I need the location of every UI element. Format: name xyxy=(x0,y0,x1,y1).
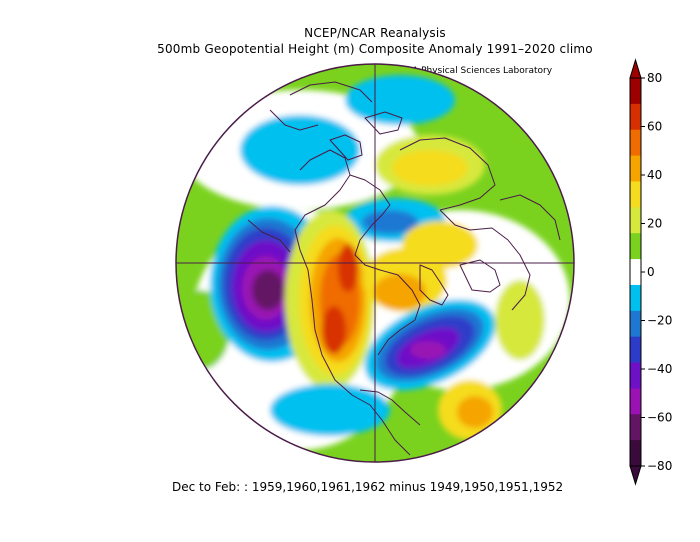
credit-label: NOAA Physical Sciences Laboratory xyxy=(392,66,553,76)
colorbar-segment xyxy=(630,388,641,415)
colorbar-label: −60 xyxy=(647,411,672,425)
colorbar-segment xyxy=(630,310,641,338)
coastlines xyxy=(247,81,561,456)
colorbar-segment xyxy=(630,414,641,441)
colorbar-segment xyxy=(630,155,641,182)
colorbar-lower-arrow xyxy=(629,465,642,486)
colorbar-segment xyxy=(630,129,641,157)
colorbar-segment xyxy=(630,284,641,312)
colorbar-label: 0 xyxy=(647,265,655,279)
anomaly-fields xyxy=(176,64,574,462)
colorbar-label: 40 xyxy=(647,168,662,182)
colorbar-upper-arrow xyxy=(629,58,642,79)
colorbar-segment xyxy=(630,207,641,234)
colorbar-segment xyxy=(630,78,641,105)
colorbar-label: −40 xyxy=(647,362,672,376)
colorbar-segment xyxy=(630,336,641,364)
colorbar-label: −80 xyxy=(647,459,672,473)
chart-title: NCEP/NCAR Reanalysis xyxy=(304,26,446,40)
colorbar-label: 80 xyxy=(647,71,662,85)
colorbar-label: 20 xyxy=(647,217,662,231)
colorbar-segment xyxy=(630,181,641,208)
composite-caption: Dec to Feb: : 1959,1960,1961,1962 minus … xyxy=(172,480,564,494)
colorbar-segment xyxy=(630,233,641,260)
colorbar-segment xyxy=(630,259,641,286)
colorbar-segment xyxy=(630,440,641,467)
colorbar-segment xyxy=(630,103,641,131)
colorbar-label: −20 xyxy=(647,314,672,328)
colorbar-segment xyxy=(630,362,641,389)
chart-subtitle: 500mb Geopotential Height (m) Composite … xyxy=(157,42,593,56)
map-boundary xyxy=(175,63,575,463)
colorbar-label: 60 xyxy=(647,120,662,134)
